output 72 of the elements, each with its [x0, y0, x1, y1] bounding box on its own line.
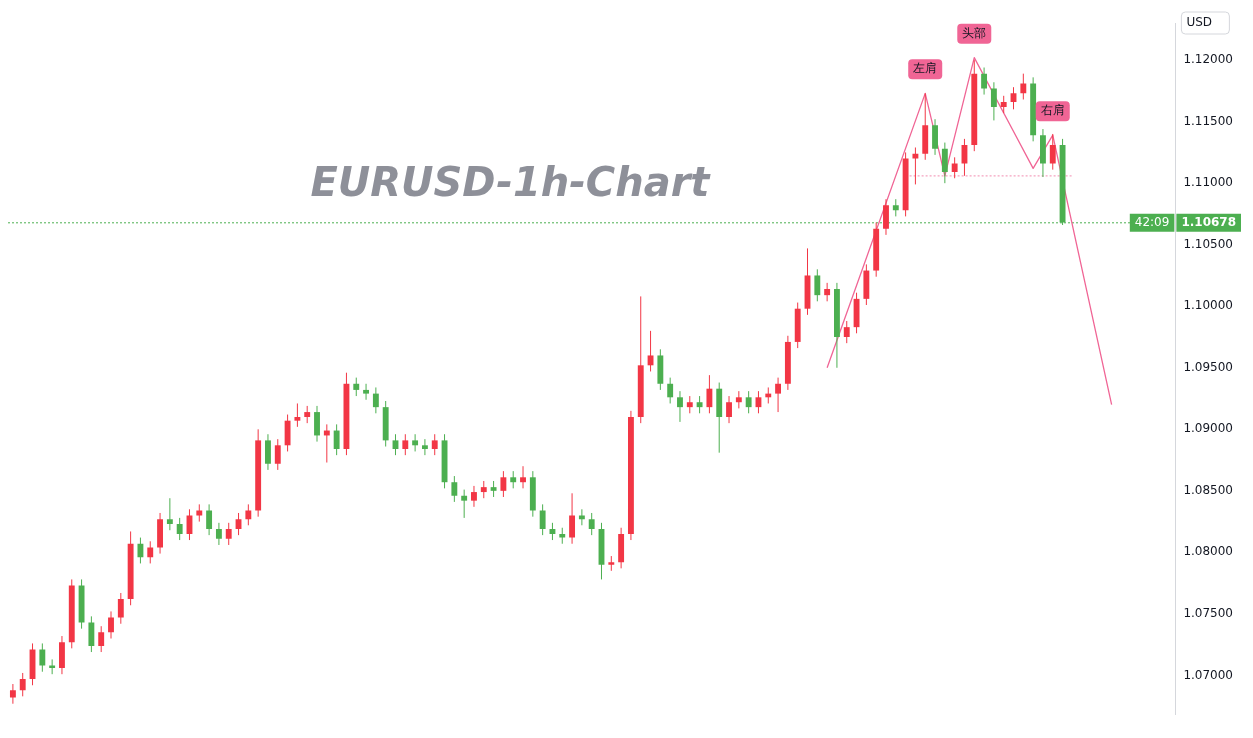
candlestick: [363, 383, 369, 401]
candlestick: [471, 485, 477, 508]
candlestick: [461, 489, 468, 519]
candlestick: [1049, 133, 1056, 171]
candlestick: [912, 146, 919, 185]
candlestick: [225, 522, 232, 546]
candlestick: [569, 492, 576, 545]
annotation: 42:09: [1134, 214, 1170, 229]
candlestick: [941, 142, 948, 184]
y-tick-label: 1.08500: [1183, 482, 1233, 497]
candlestick: [1020, 73, 1027, 100]
candlestick: [677, 390, 683, 423]
candlestick: [147, 540, 154, 564]
candlestick: [353, 377, 360, 397]
candlestick: [215, 522, 222, 546]
candlestick: [745, 390, 752, 414]
candlestick: [667, 377, 674, 404]
candlestick: [274, 438, 281, 471]
y-tick-label: 1.12000: [1183, 52, 1233, 67]
y-tick-label: 1.11500: [1183, 113, 1233, 128]
text: EURUSD-1h-Chart: [310, 159, 712, 206]
candlestick: [265, 433, 271, 471]
candlestick: [117, 592, 124, 625]
candlestick: [88, 615, 95, 653]
candlestick: [520, 465, 526, 489]
candlestick: [421, 438, 428, 456]
candlestick: [814, 268, 821, 302]
candlestick: [176, 517, 183, 541]
y-tick-label: 1.10500: [1183, 236, 1233, 251]
y-tick-label: 1.08000: [1183, 544, 1233, 559]
candlestick: [19, 672, 26, 697]
candlestick: [206, 503, 213, 536]
candlestick: [294, 402, 301, 428]
candlestick: [990, 81, 997, 121]
candlestick: [9, 683, 16, 705]
candlestick: [500, 470, 507, 498]
y-tick-label: 1.09000: [1183, 421, 1233, 436]
annotation: 头部: [962, 25, 987, 40]
candlestick: [333, 423, 340, 456]
candlestick: [372, 386, 379, 414]
y-tick-label: 1.09500: [1183, 359, 1233, 374]
candlestick: [412, 433, 419, 452]
candlestick: [588, 512, 595, 536]
y-tick-label: 1.07000: [1183, 667, 1233, 682]
candlestick: [775, 377, 782, 413]
candlestick: [166, 497, 173, 531]
annotation: 左肩: [913, 61, 938, 76]
annotation: 右肩: [1040, 103, 1065, 118]
candlestick: [431, 433, 438, 456]
candlestick: [314, 405, 320, 443]
candlestick: [932, 118, 938, 156]
ref-line-label: 1.10678: [1181, 214, 1237, 229]
y-tick-label: 1.10000: [1183, 298, 1233, 313]
candlestick: [245, 503, 252, 526]
candlestick: [539, 503, 546, 536]
candlestick: [843, 320, 850, 344]
candlestick: [98, 625, 105, 653]
candlestick: [402, 433, 409, 456]
candlestick: [726, 395, 732, 424]
candlestick: [108, 610, 114, 639]
candlestick: [883, 198, 889, 236]
candlestick: [451, 475, 458, 503]
candlestick: [578, 508, 585, 526]
candlestick: [39, 642, 46, 673]
candlestick: [137, 537, 144, 564]
candlestick: [824, 282, 831, 302]
y-tick-label: 1.11000: [1183, 175, 1233, 190]
candlestick: [951, 156, 958, 179]
y-tick-label: 1.07500: [1183, 606, 1233, 621]
candlestick: [706, 374, 713, 414]
candlestick: [981, 67, 988, 96]
text: USD: [1186, 15, 1213, 30]
